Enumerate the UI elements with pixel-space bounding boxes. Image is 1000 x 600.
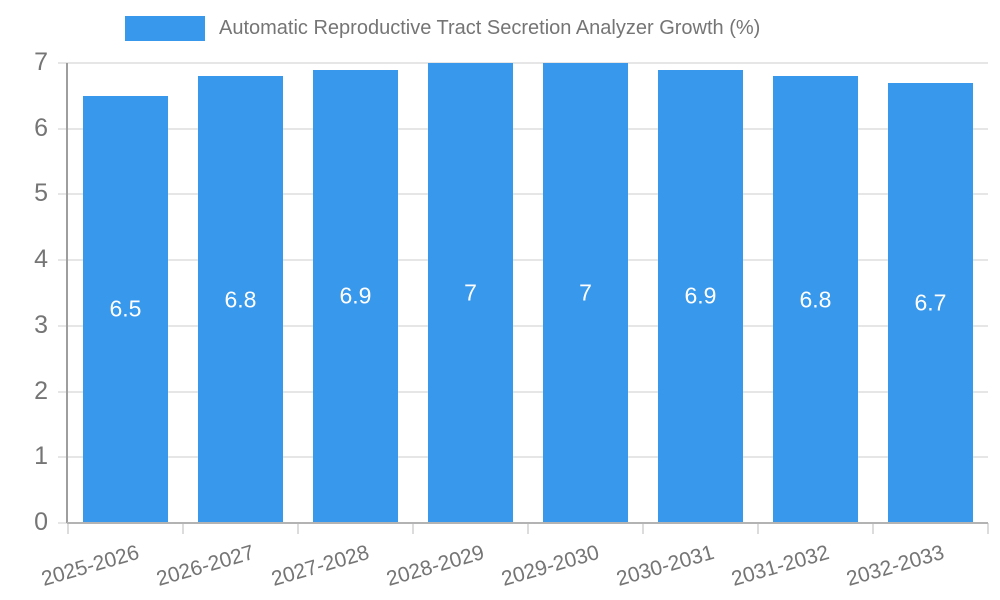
y-axis-tick-label: 2 xyxy=(34,376,48,405)
y-axis-line xyxy=(66,63,68,523)
gridline xyxy=(58,259,988,262)
legend-swatch xyxy=(125,16,205,41)
gridline xyxy=(58,193,988,196)
x-axis-tick xyxy=(987,523,989,534)
bar-value-label: 7 xyxy=(464,279,477,306)
legend-label: Automatic Reproductive Tract Secretion A… xyxy=(219,17,761,39)
x-axis-tick xyxy=(412,523,414,534)
y-axis-tick-label: 5 xyxy=(34,179,48,208)
x-axis-line xyxy=(67,522,988,524)
x-axis-tick-label: 2029-2030 xyxy=(498,541,602,591)
x-axis-tick xyxy=(67,523,69,534)
bar[interactable]: 6.8 xyxy=(198,76,283,523)
x-axis-tick xyxy=(297,523,299,534)
x-axis-tick-label: 2028-2029 xyxy=(383,541,487,591)
bar-value-label: 6.9 xyxy=(339,282,372,309)
x-axis-tick-label: 2026-2027 xyxy=(153,541,257,591)
y-axis-tick-label: 0 xyxy=(34,508,48,536)
bar[interactable]: 6.8 xyxy=(773,76,858,523)
bar-value-label: 6.9 xyxy=(684,282,717,309)
y-axis-tick-label: 3 xyxy=(34,310,48,339)
x-axis-tick-label: 2025-2026 xyxy=(38,541,142,591)
x-axis-tick xyxy=(757,523,759,534)
bar-value-label: 6.8 xyxy=(799,286,832,313)
chart-legend[interactable]: Automatic Reproductive Tract Secretion A… xyxy=(125,16,760,41)
bar[interactable]: 6.5 xyxy=(83,95,168,523)
gridline xyxy=(58,324,988,327)
bar[interactable]: 6.7 xyxy=(888,82,973,523)
y-axis-tick-label: 7 xyxy=(34,48,48,76)
y-axis-tick-label: 1 xyxy=(34,442,48,471)
x-axis-tick xyxy=(182,523,184,534)
bar[interactable]: 6.9 xyxy=(313,69,398,523)
y-axis-tick-label: 4 xyxy=(34,245,48,274)
gridline xyxy=(58,127,988,130)
gridline xyxy=(58,390,988,393)
bar-value-label: 7 xyxy=(579,279,592,306)
x-axis-tick-label: 2027-2028 xyxy=(268,541,372,591)
y-axis-tick-label: 6 xyxy=(34,113,48,142)
gridline xyxy=(58,62,988,64)
x-axis-tick-label: 2031-2032 xyxy=(728,541,832,591)
x-axis-tick xyxy=(872,523,874,534)
bar-value-label: 6.5 xyxy=(109,295,142,322)
bar[interactable]: 7 xyxy=(543,63,628,523)
bar[interactable]: 6.9 xyxy=(658,69,743,523)
bar[interactable]: 7 xyxy=(428,63,513,523)
x-axis-tick-label: 2030-2031 xyxy=(613,541,717,591)
bar-value-label: 6.8 xyxy=(224,286,257,313)
gridline xyxy=(58,456,988,459)
x-axis-tick-label: 2032-2033 xyxy=(843,541,947,591)
x-axis-tick xyxy=(642,523,644,534)
x-axis-tick xyxy=(527,523,529,534)
bar-value-label: 6.7 xyxy=(914,289,947,316)
